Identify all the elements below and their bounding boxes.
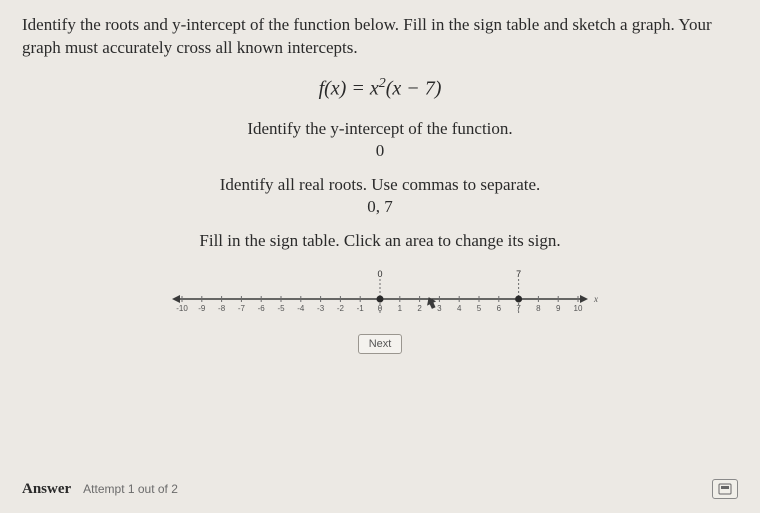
svg-text:-6: -6 [258,304,266,313]
svg-text:-7: -7 [238,304,246,313]
svg-text:0: 0 [377,269,382,279]
svg-text:-8: -8 [218,304,226,313]
attempt-text: Attempt 1 out of 2 [83,482,178,496]
svg-text:9: 9 [556,304,561,313]
roots-label: Identify all real roots. Use commas to s… [22,175,738,195]
roots-section: Identify all real roots. Use commas to s… [22,175,738,217]
equation-base: x [370,78,379,100]
equation-factor: (x − 7) [386,78,442,100]
svg-text:-1: -1 [357,304,365,313]
svg-text:6: 6 [497,304,502,313]
equals: = [351,78,370,100]
svg-text:-4: -4 [297,304,305,313]
svg-text:7: 7 [516,269,521,279]
svg-text:-9: -9 [198,304,206,313]
svg-text:10: 10 [574,304,583,313]
svg-text:-5: -5 [277,304,285,313]
svg-text:1: 1 [398,304,403,313]
next-button[interactable]: Next [358,334,403,354]
svg-text:x: x [593,294,598,304]
svg-text:-2: -2 [337,304,345,313]
signtable-section: Fill in the sign table. Click an area to… [22,231,738,251]
svg-text:8: 8 [536,304,541,313]
yintercept-label: Identify the y-intercept of the function… [22,119,738,139]
yintercept-section: Identify the y-intercept of the function… [22,119,738,161]
signtable-label: Fill in the sign table. Click an area to… [22,231,738,251]
svg-text:3: 3 [437,304,442,313]
equation: f(x) = x2(x − 7) [22,76,738,101]
svg-text:4: 4 [457,304,462,313]
calculator-icon[interactable] [712,479,738,499]
question-prompt: Identify the roots and y-intercept of th… [22,14,738,60]
svg-text:5: 5 [477,304,482,313]
roots-value: 0, 7 [22,197,738,217]
svg-text:2: 2 [417,304,422,313]
footer: Answer Attempt 1 out of 2 [22,479,738,499]
equation-exp: 2 [379,76,386,91]
yintercept-value: 0 [22,141,738,161]
number-line[interactable]: x-10-9-8-7-6-5-4-3-2-101234567891007 [160,265,600,320]
equation-lhs: f(x) [319,78,347,100]
svg-text:-10: -10 [176,304,188,313]
svg-text:-3: -3 [317,304,325,313]
answer-label: Answer [22,481,71,497]
